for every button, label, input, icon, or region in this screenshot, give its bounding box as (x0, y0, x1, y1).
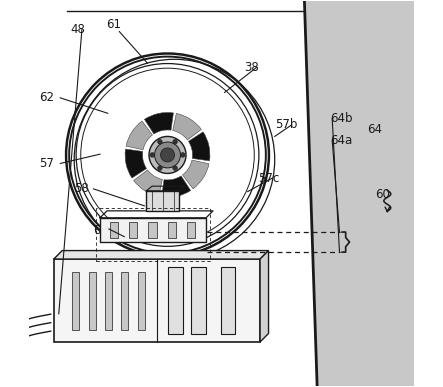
Text: 60: 60 (375, 188, 390, 201)
Wedge shape (183, 160, 209, 189)
Wedge shape (125, 149, 147, 178)
Wedge shape (134, 170, 162, 197)
Text: 57b: 57b (275, 118, 297, 131)
Polygon shape (260, 250, 268, 342)
Text: 57c: 57c (258, 171, 280, 185)
FancyBboxPatch shape (72, 272, 79, 330)
Text: 62: 62 (39, 91, 54, 104)
Wedge shape (144, 113, 173, 134)
FancyBboxPatch shape (146, 191, 179, 211)
Text: 57: 57 (39, 157, 54, 170)
Circle shape (173, 166, 177, 170)
Text: 64a: 64a (330, 134, 353, 147)
FancyBboxPatch shape (110, 222, 118, 238)
Circle shape (173, 139, 177, 144)
Wedge shape (162, 176, 190, 197)
FancyBboxPatch shape (54, 259, 260, 342)
Circle shape (155, 142, 180, 168)
FancyBboxPatch shape (221, 267, 235, 334)
FancyBboxPatch shape (167, 222, 176, 238)
Text: 64b: 64b (330, 112, 353, 125)
FancyBboxPatch shape (168, 267, 183, 334)
Circle shape (160, 148, 175, 162)
Wedge shape (173, 113, 202, 140)
Text: 63: 63 (93, 224, 109, 236)
Circle shape (180, 152, 185, 157)
FancyBboxPatch shape (138, 272, 145, 330)
FancyBboxPatch shape (187, 222, 195, 238)
FancyBboxPatch shape (191, 267, 206, 334)
Circle shape (150, 152, 155, 157)
Text: 38: 38 (244, 60, 259, 74)
FancyBboxPatch shape (100, 218, 206, 242)
FancyBboxPatch shape (148, 222, 156, 238)
FancyBboxPatch shape (121, 272, 128, 330)
Wedge shape (126, 121, 152, 150)
Circle shape (158, 166, 162, 170)
Text: 61: 61 (106, 18, 121, 31)
Circle shape (149, 137, 186, 173)
Polygon shape (304, 1, 414, 386)
FancyBboxPatch shape (89, 272, 96, 330)
Circle shape (158, 139, 162, 144)
Wedge shape (188, 132, 210, 161)
Text: 58: 58 (74, 182, 89, 195)
Polygon shape (54, 250, 268, 259)
Text: 48: 48 (70, 23, 85, 36)
FancyBboxPatch shape (105, 272, 112, 330)
FancyBboxPatch shape (129, 222, 137, 238)
Text: 64: 64 (367, 123, 382, 136)
